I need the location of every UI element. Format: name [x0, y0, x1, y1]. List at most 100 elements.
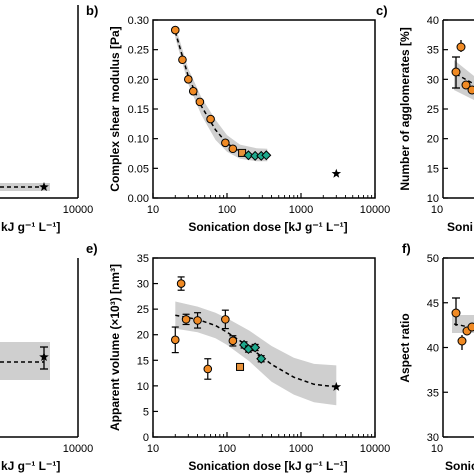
panel-f-ytick-label: 45 — [427, 298, 439, 310]
panel-e-letter: e) — [86, 241, 98, 256]
panel-f-xlabel: Sonic — [445, 459, 474, 473]
panel-e-circle-point — [170, 335, 180, 345]
panel-e-ytick-label: 35 — [137, 253, 149, 265]
panel-f-ytick-label: 30 — [427, 432, 439, 444]
panel-e-circle-point — [176, 279, 186, 288]
panel-b-circle-point — [221, 138, 230, 148]
panel-b-xtick-label: 10000 — [360, 204, 391, 216]
panel-e-ytick-label: 15 — [137, 355, 149, 367]
panel-e-plot-frame — [152, 257, 376, 438]
panel-b-ytick-label: 0.05 — [128, 163, 149, 175]
panel-b-circle-point — [206, 114, 215, 124]
panel-f-point-4 — [467, 322, 474, 332]
panel-a-star-marker — [39, 182, 49, 191]
panel-f-ytick-label: 35 — [427, 387, 439, 399]
panel-b-ytick-label: 0.30 — [128, 15, 149, 27]
panel-b-ytick-label: 0.00 — [128, 193, 149, 205]
panel-b-circle-point — [178, 55, 187, 65]
panel-e-xtick-label: 1000 — [289, 443, 313, 455]
panel-f-ytick-label: 40 — [427, 343, 439, 355]
panel-b-square-point — [238, 148, 247, 157]
panel-b-letter: b) — [86, 3, 98, 18]
panel-d-xtick-10000: 10000 — [63, 443, 94, 455]
panel-c-fit-line — [455, 73, 474, 85]
star-marker — [39, 182, 49, 191]
panel-c-ytick-label: 20 — [427, 134, 439, 146]
panel-e-ytick-label: 25 — [137, 304, 149, 316]
panel-e-circle-point — [228, 336, 238, 346]
panel-b-circle-point — [170, 25, 180, 35]
panel-b-xlabel: Sonication dose [kJ g⁻¹ L⁻¹] — [188, 220, 347, 234]
panel-b: b) 10 100 1000 10000 0.00 0.05 0.10 0.15 0.20 0.2… — [86, 3, 390, 234]
panel-b-ytick-label: 0.20 — [128, 74, 149, 86]
panel-f-point-2 — [457, 336, 467, 346]
star-marker — [39, 352, 49, 361]
panel-e-confidence-band — [175, 301, 337, 406]
panel-c-yticks: 40 35 30 25 20 15 10 — [427, 15, 448, 205]
panel-e-diamond-point — [256, 353, 267, 364]
panel-b-confidence-band — [175, 25, 268, 162]
panel-c-xtick-10: 10 — [431, 204, 443, 216]
panel-d: 10000 kJ g⁻¹ L⁻¹] — [0, 258, 93, 473]
panel-e-ytick-label: 30 — [137, 279, 149, 291]
panel-f: f) 50 45 40 35 30 Aspect ratio 10 Sonic — [398, 241, 474, 473]
panel-c-letter: c) — [376, 3, 388, 18]
panel-f-ytick-label: 50 — [427, 253, 439, 265]
panel-e-xtick-label: 10000 — [360, 443, 391, 455]
panel-e-ytick-label: 10 — [137, 381, 149, 393]
panel-c-ytick-label: 15 — [427, 163, 439, 175]
panel-c: c) 40 35 30 25 20 15 10 Number of agglomerates… — [376, 3, 474, 234]
panel-a: 10000 kJ g⁻¹ L⁻¹] — [0, 5, 93, 234]
panel-e-xlabel: Sonication dose [kJ g⁻¹ L⁻¹] — [188, 459, 347, 473]
panel-b-diamond-point — [261, 150, 272, 161]
panel-c-ytick-label: 25 — [427, 104, 439, 116]
panel-e-ytick-label: 20 — [137, 330, 149, 342]
panel-f-yticks: 50 45 40 35 30 — [427, 253, 448, 444]
panel-b-ytick-label: 0.25 — [128, 45, 149, 57]
panel-c-point-3 — [461, 80, 471, 90]
panel-b-xtick-label: 10 — [147, 204, 159, 216]
panel-b-circle-point — [188, 86, 198, 96]
panel-b-xtick-label: 1000 — [289, 204, 313, 216]
panel-b-circle-point — [228, 144, 238, 154]
panel-c-ytick-label: 40 — [427, 15, 439, 27]
panel-b-circle-point — [195, 97, 205, 107]
panel-b-xtick-label: 100 — [218, 204, 236, 216]
panel-c-point-2 — [456, 42, 466, 52]
panel-e-circle-point — [181, 315, 191, 324]
panel-e-circle-point — [193, 316, 202, 325]
panel-b-ytick-label: 0.15 — [128, 104, 149, 116]
panel-b-fit-line — [174, 31, 268, 157]
panel-e-circle-point — [203, 364, 213, 374]
panel-c-xlabel: Soni — [447, 220, 473, 234]
panel-c-ylabel: Number of agglomerates [%] — [398, 27, 412, 190]
panel-c-ytick-label: 30 — [427, 74, 439, 86]
panel-f-letter: f) — [402, 241, 411, 256]
panel-f-ylabel: Aspect ratio — [398, 313, 412, 382]
panel-e-ytick-label: 5 — [143, 406, 149, 418]
panel-c-point-1 — [451, 67, 461, 77]
panel-c-ytick-label: 35 — [427, 45, 439, 57]
panel-b-circle-point — [184, 75, 193, 84]
panel-d-xlabel: kJ g⁻¹ L⁻¹] — [1, 459, 60, 473]
panel-c-point-4 — [467, 85, 474, 95]
panel-b-ylabel: Complex shear modulus [Pa] — [108, 26, 122, 191]
panel-d-band — [0, 342, 50, 380]
panel-c-ytick-label: 10 — [427, 193, 439, 205]
panel-f-xtick-10: 10 — [431, 443, 443, 455]
panel-e-star-point — [331, 381, 342, 391]
panel-e-xtick-label: 100 — [218, 443, 236, 455]
panel-e-fit-line — [175, 314, 337, 388]
panel-b-plot-frame — [152, 19, 376, 199]
panel-b-star-point — [331, 168, 342, 178]
panel-e-diamond-point — [250, 342, 261, 353]
panel-e-square-point — [236, 362, 245, 371]
panel-e-circle-point — [221, 315, 230, 324]
panel-e: e) 10 100 1000 10000 0 5 10 15 20 25 30 35 Sonicatio… — [86, 241, 390, 473]
panel-e-ylabel: Apparent volume (×10³) [nm³] — [108, 264, 122, 431]
panel-b-ytick-label: 0.10 — [128, 134, 149, 146]
panel-f-point-1 — [451, 308, 461, 318]
panel-a-xtick-10000: 10000 — [63, 204, 94, 216]
panel-e-ytick-label: 0 — [143, 432, 149, 444]
